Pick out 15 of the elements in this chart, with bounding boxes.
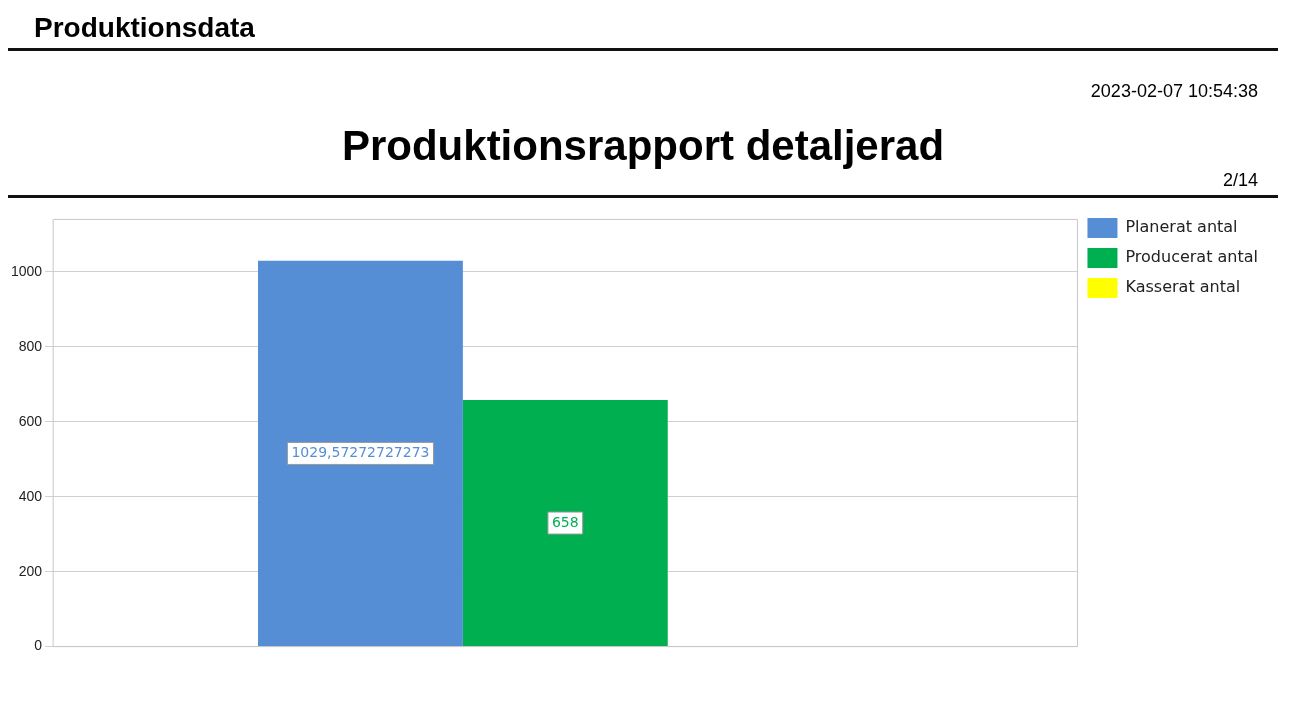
data-label: 1029,57272727273 xyxy=(291,444,430,461)
text: Produktionsdata xyxy=(8,8,1278,51)
y-tick-label: 1000 xyxy=(10,262,43,279)
y-tick-label: 200 xyxy=(18,562,43,579)
legend-label: Planerat antal xyxy=(1125,217,1238,237)
y-tick-label: 800 xyxy=(18,337,43,354)
chart-title: Produktionsrapport detaljerad xyxy=(340,122,946,170)
y-tick-label: 400 xyxy=(18,487,43,504)
legend-label: Producerat antal xyxy=(1125,247,1258,267)
y-tick-label: 0 xyxy=(34,637,43,654)
legend-label: Kasserat antal xyxy=(1125,277,1241,297)
y-tick-label: 600 xyxy=(18,412,43,429)
text: 2/14 xyxy=(8,170,1278,198)
data-label: 658 xyxy=(551,513,579,530)
text: 2023-02-07 10:54:38 xyxy=(1089,81,1259,102)
